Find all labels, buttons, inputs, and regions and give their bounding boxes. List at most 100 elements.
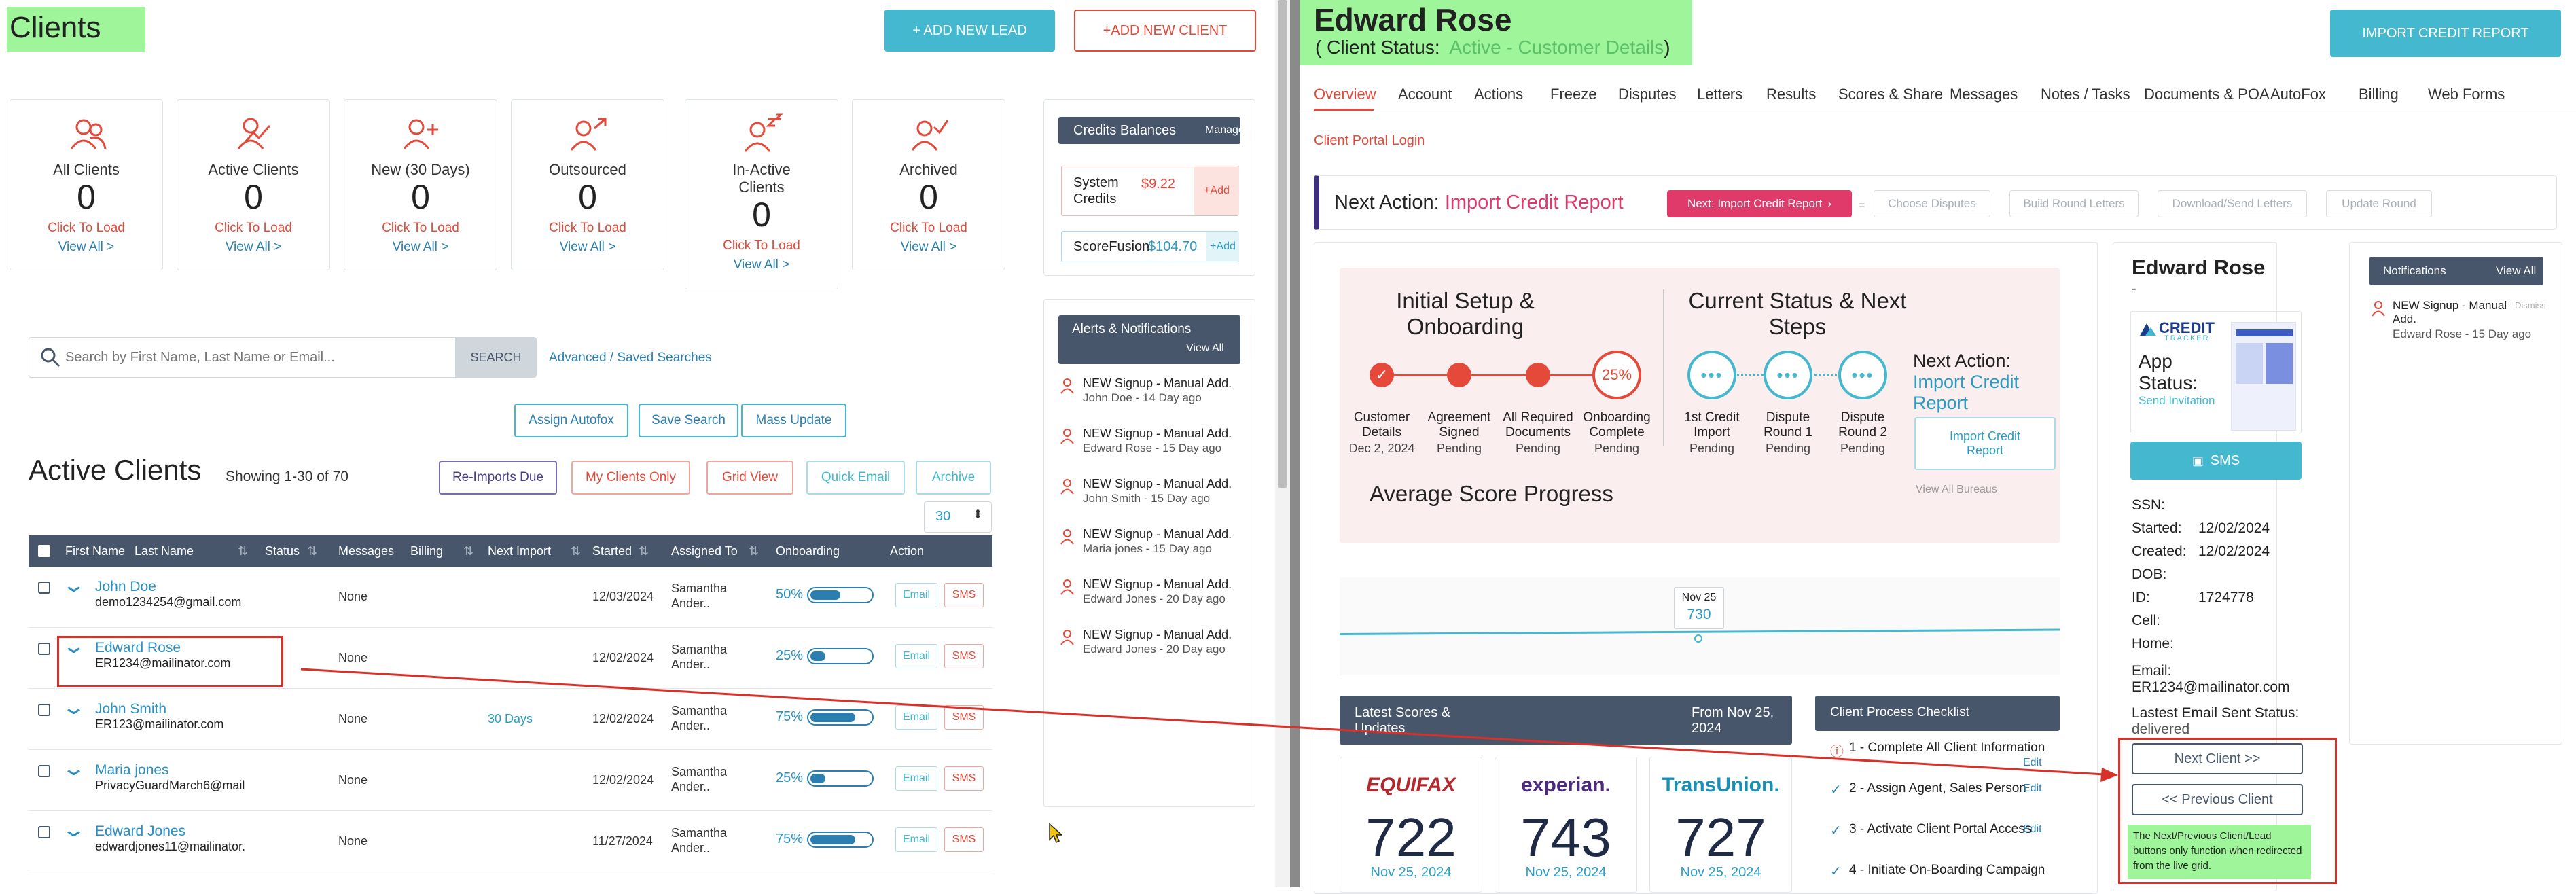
- row-email-button[interactable]: Email: [895, 766, 937, 791]
- import-credit-report-small-button[interactable]: Import Credit Report: [1914, 417, 2056, 470]
- table-row[interactable]: ⌄ Edward Rose ER1234@mailinator.com None 12/…: [29, 628, 992, 689]
- col-first-name[interactable]: First Name: [65, 544, 126, 558]
- stat-card-click-to-load[interactable]: Click To Load: [890, 221, 967, 235]
- col-messages[interactable]: Messages: [338, 544, 395, 558]
- row-email-button[interactable]: Email: [895, 827, 937, 852]
- score-point[interactable]: [1694, 634, 1702, 643]
- tab-documents-poa[interactable]: Documents & POA: [2144, 86, 2270, 103]
- alert-title[interactable]: NEW Signup - Manual Add.: [1083, 427, 1232, 440]
- col-started[interactable]: Started: [592, 544, 632, 558]
- col-status-sort-icon[interactable]: ⇅: [307, 544, 318, 558]
- stat-card-click-to-load[interactable]: Click To Load: [215, 221, 292, 235]
- client-name-link[interactable]: Maria jones: [95, 762, 169, 778]
- col-next-import[interactable]: Next Import: [488, 544, 552, 558]
- step-build-round-letters[interactable]: Build Round Letters: [2009, 190, 2139, 217]
- row-expand-chevron-icon[interactable]: ⌄: [60, 819, 87, 841]
- advanced-search-link[interactable]: Advanced / Saved Searches: [549, 351, 712, 365]
- table-row[interactable]: ⌄ Maria jones PrivacyGuardMarch6@mail None 1…: [29, 750, 992, 811]
- add-new-lead-button[interactable]: + ADD NEW LEAD: [884, 10, 1055, 52]
- tab-notes-tasks[interactable]: Notes / Tasks: [2041, 86, 2130, 103]
- stat-card-view-all[interactable]: View All >: [900, 240, 957, 254]
- stat-card-2[interactable]: New (30 Days) 0 Click To Load View All >: [344, 99, 497, 270]
- search-input[interactable]: [65, 345, 452, 370]
- col-next-import-sort-icon[interactable]: ⇅: [571, 544, 582, 558]
- row-sms-button[interactable]: SMS: [944, 705, 984, 730]
- col-onboarding[interactable]: Onboarding: [776, 544, 840, 558]
- step-download-send-letters[interactable]: Download/Send Letters: [2158, 190, 2307, 217]
- col-status[interactable]: Status: [265, 544, 300, 558]
- col-assigned-to[interactable]: Assigned To: [671, 544, 738, 558]
- tab-letters[interactable]: Letters: [1697, 86, 1743, 103]
- notification-dismiss-link[interactable]: Dismiss: [2515, 300, 2546, 310]
- stat-card-1[interactable]: Active Clients 0 Click To Load View All >: [177, 99, 330, 270]
- alert-title[interactable]: NEW Signup - Manual Add.: [1083, 477, 1232, 490]
- alert-title[interactable]: NEW Signup - Manual Add.: [1083, 527, 1232, 541]
- alert-title[interactable]: NEW Signup - Manual Add.: [1083, 628, 1232, 641]
- col-billing[interactable]: Billing: [410, 544, 444, 558]
- tab-autofox[interactable]: AutoFox: [2270, 86, 2326, 103]
- previous-client-button[interactable]: << Previous Client: [2132, 784, 2303, 815]
- checklist-edit-link[interactable]: Edit: [2023, 823, 2042, 835]
- row-expand-chevron-icon[interactable]: ⌄: [60, 757, 87, 780]
- col-last-name[interactable]: Last Name: [135, 544, 194, 558]
- col-last-name-sort-icon[interactable]: ⇅: [238, 544, 249, 558]
- row-sms-button[interactable]: SMS: [944, 644, 984, 668]
- system-credits-add-button[interactable]: +Add: [1194, 167, 1239, 215]
- stat-card-click-to-load[interactable]: Click To Load: [723, 238, 800, 253]
- add-new-client-button[interactable]: +ADD NEW CLIENT: [1074, 10, 1256, 52]
- next-client-button[interactable]: Next Client >>: [2132, 743, 2303, 774]
- reimports-due-button[interactable]: Re-Imports Due: [439, 461, 557, 495]
- alerts-view-all-link[interactable]: View All: [1186, 342, 1224, 354]
- row-email-button[interactable]: Email: [895, 644, 937, 668]
- table-row[interactable]: ⌄ John Smith ER123@mailinator.com None 30 Da…: [29, 689, 992, 750]
- tab-messages[interactable]: Messages: [1950, 86, 2018, 103]
- step-update-round[interactable]: Update Round: [2326, 190, 2432, 217]
- send-invitation-link[interactable]: Send Invitation: [2139, 394, 2215, 407]
- client-name-link[interactable]: John Doe: [95, 579, 156, 594]
- pane-scrollbar-thumb[interactable]: [1278, 0, 1287, 488]
- stat-card-5[interactable]: Archived 0 Click To Load View All >: [852, 99, 1005, 270]
- row-expand-chevron-icon[interactable]: ⌄: [60, 635, 87, 658]
- tab-overview[interactable]: Overview: [1314, 86, 1376, 103]
- row-expand-chevron-icon[interactable]: ⌄: [60, 574, 87, 596]
- row-checkbox[interactable]: [38, 582, 50, 594]
- client-name-link[interactable]: Edward Jones: [95, 823, 186, 839]
- tab-actions[interactable]: Actions: [1474, 86, 1524, 103]
- scorefusion-add-button[interactable]: +Add: [1206, 232, 1239, 261]
- table-row[interactable]: ⌄ John Doe demo1234254@gmail.com None 12/03/…: [29, 567, 992, 628]
- tab-results[interactable]: Results: [1766, 86, 1817, 103]
- stat-card-view-all[interactable]: View All >: [58, 240, 115, 254]
- my-clients-only-button[interactable]: My Clients Only: [571, 461, 690, 495]
- stat-card-click-to-load[interactable]: Click To Load: [48, 221, 125, 235]
- col-assigned-sort-icon[interactable]: ⇅: [749, 544, 759, 558]
- stat-card-view-all[interactable]: View All >: [392, 240, 449, 254]
- client-name-link[interactable]: John Smith: [95, 701, 167, 717]
- assign-autofox-button[interactable]: Assign Autofox: [514, 404, 628, 437]
- stat-card-click-to-load[interactable]: Click To Load: [382, 221, 459, 235]
- col-started-sort-icon[interactable]: ⇅: [639, 544, 649, 558]
- row-sms-button[interactable]: SMS: [944, 827, 984, 852]
- tab-disputes[interactable]: Disputes: [1618, 86, 1677, 103]
- row-expand-chevron-icon[interactable]: ⌄: [60, 696, 87, 719]
- import-credit-report-button[interactable]: IMPORT CREDIT REPORT: [2330, 10, 2561, 57]
- table-row[interactable]: ⌄ Edward Jones edwardjones11@mailinator. No…: [29, 811, 992, 872]
- row-checkbox[interactable]: [38, 643, 50, 655]
- archive-button[interactable]: Archive: [916, 461, 991, 495]
- stat-card-click-to-load[interactable]: Click To Load: [549, 221, 626, 235]
- tab-freeze[interactable]: Freeze: [1550, 86, 1597, 103]
- alert-title[interactable]: NEW Signup - Manual Add.: [1083, 577, 1232, 591]
- stat-card-view-all[interactable]: View All >: [559, 240, 616, 254]
- stat-card-view-all[interactable]: View All >: [225, 240, 282, 254]
- stat-card-3[interactable]: Outsourced 0 Click To Load View All >: [511, 99, 664, 270]
- sms-button[interactable]: ▣ SMS: [2130, 442, 2302, 480]
- quick-email-button[interactable]: Quick Email: [806, 461, 905, 495]
- grid-view-button[interactable]: Grid View: [706, 461, 793, 495]
- view-all-bureaus-link[interactable]: View All Bureaus: [1916, 484, 1997, 495]
- tab-web-forms[interactable]: Web Forms: [2428, 86, 2505, 103]
- checklist-edit-link[interactable]: Edit: [2023, 783, 2042, 794]
- search-button[interactable]: SEARCH: [455, 338, 537, 377]
- per-page-select[interactable]: 30 ⬍: [924, 501, 992, 533]
- col-billing-sort-icon[interactable]: ⇅: [463, 544, 474, 558]
- row-sms-button[interactable]: SMS: [944, 766, 984, 791]
- tab-billing[interactable]: Billing: [2359, 86, 2399, 103]
